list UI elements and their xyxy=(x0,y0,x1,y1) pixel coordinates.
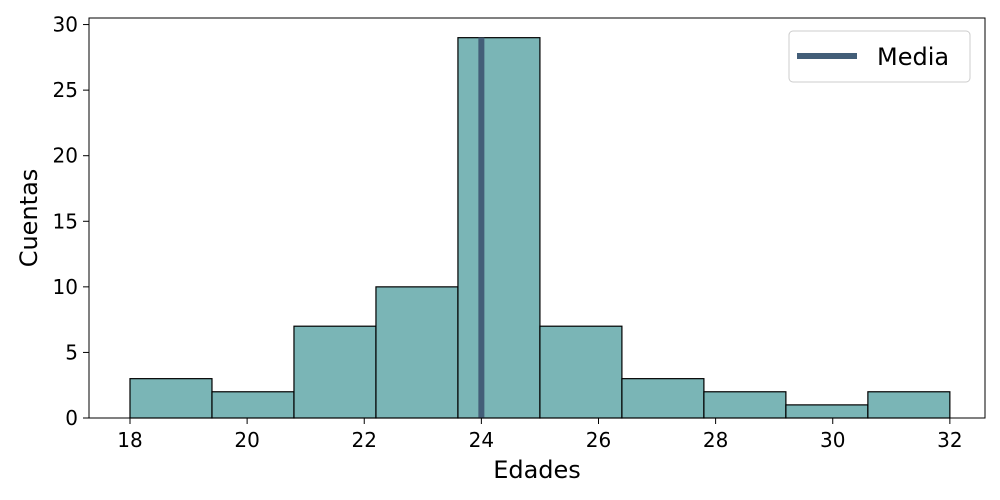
histogram-bar xyxy=(129,378,213,419)
histogram-bar xyxy=(703,391,787,419)
x-tick-label: 20 xyxy=(234,428,259,452)
legend-box xyxy=(788,30,971,83)
y-axis-ticks: 0 5 10 15 20 25 30 xyxy=(53,13,89,430)
legend-label-media: Media xyxy=(877,43,949,71)
histogram-bar xyxy=(539,325,623,419)
y-tick-label: 15 xyxy=(53,209,78,233)
x-tick-label: 24 xyxy=(469,428,494,452)
y-tick-label: 0 xyxy=(65,406,78,430)
histogram-bar xyxy=(293,325,377,419)
y-tick-label: 5 xyxy=(65,340,78,364)
x-axis-label: Edades xyxy=(493,456,581,484)
plot-frame xyxy=(88,17,986,419)
y-tick-label: 10 xyxy=(53,275,78,299)
histogram-bar xyxy=(457,37,541,419)
histogram-bar xyxy=(211,391,295,419)
histogram-bar xyxy=(375,286,459,419)
histogram-bar xyxy=(867,391,951,419)
y-tick-label: 25 xyxy=(53,78,78,102)
x-tick-label: 26 xyxy=(586,428,611,452)
legend: Media xyxy=(788,30,971,83)
histogram-bar xyxy=(785,404,869,419)
x-tick-label: 18 xyxy=(117,428,142,452)
y-tick-label: 20 xyxy=(53,144,78,168)
y-tick-label: 30 xyxy=(53,13,78,37)
x-tick-label: 22 xyxy=(352,428,377,452)
x-tick-label: 28 xyxy=(703,428,728,452)
histogram-bar xyxy=(621,378,705,419)
y-axis-label: Cuentas xyxy=(15,169,43,268)
x-tick-label: 30 xyxy=(820,428,845,452)
x-tick-label: 32 xyxy=(937,428,962,452)
x-axis-ticks: 18 20 22 24 26 28 30 32 xyxy=(117,418,963,452)
bars-group xyxy=(129,37,951,419)
